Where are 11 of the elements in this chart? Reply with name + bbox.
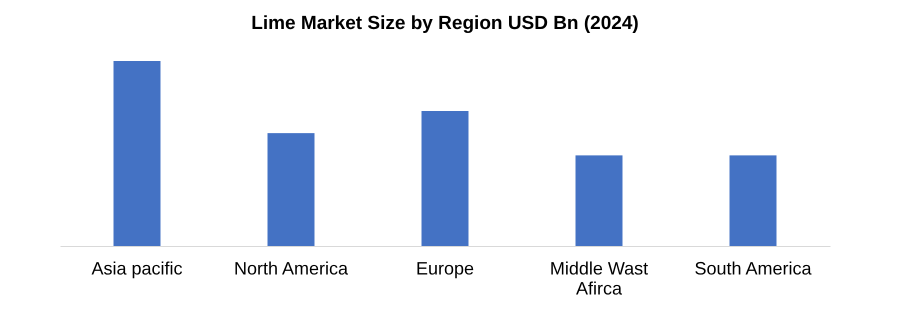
bar [268,133,314,246]
bar [114,61,160,246]
x-tick-label: Europe [416,258,474,278]
x-tick-label: Middle Wast Afirca [550,258,648,298]
x-tick-label: North America [234,258,350,278]
bar [730,155,776,246]
bar [576,155,622,246]
x-tick-label: South America [694,258,813,278]
x-tick-label: Asia pacific [91,258,183,278]
bar [422,110,468,246]
chart-title: Lime Market Size by Region USD Bn (2024) [251,13,639,34]
